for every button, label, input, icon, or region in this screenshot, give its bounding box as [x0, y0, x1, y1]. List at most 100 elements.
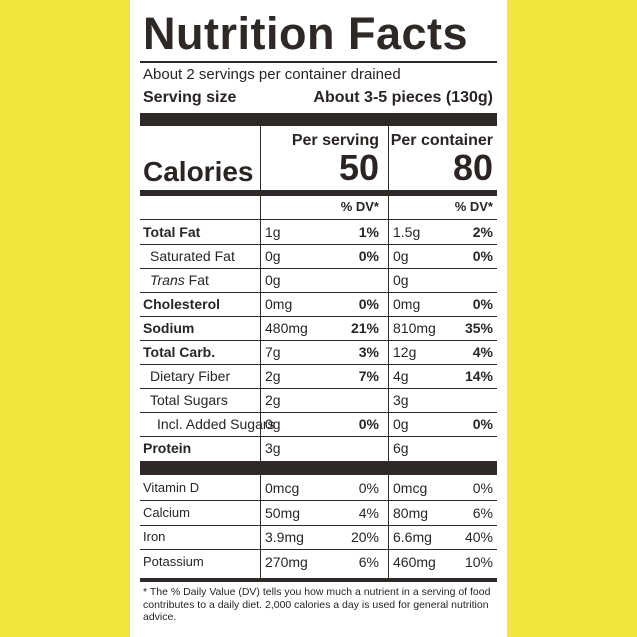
serving-size-thick-bar — [140, 113, 497, 126]
serving-amount: 0mcg — [265, 480, 300, 496]
container-dv: 0% — [472, 296, 493, 312]
row-divider — [140, 268, 497, 269]
row-divider — [140, 244, 497, 245]
vitamin-name: Calcium — [143, 504, 190, 520]
vitamin-row: Iron 3.9mg 20% 6.6mg 40% — [140, 526, 497, 550]
row-divider — [140, 412, 497, 413]
serving-dv: 6% — [358, 553, 379, 570]
container-dv: 14% — [464, 368, 493, 384]
serving-amount: 270mg — [265, 553, 308, 570]
serving-amount: 0g — [265, 248, 281, 264]
footnote-bar — [140, 578, 497, 582]
nutrient-name: Total Fat — [143, 224, 201, 240]
serving-dv: 3% — [358, 344, 379, 360]
calories-label: Calories — [143, 156, 254, 187]
serving-amount: 1g — [265, 224, 281, 240]
container-dv: 10% — [464, 553, 493, 570]
serving-dv: 20% — [350, 529, 379, 545]
container-amount: 0mg — [393, 296, 421, 312]
serving-amount: 2g — [265, 368, 281, 384]
servings-per-container: About 2 servings per container drained — [143, 66, 401, 83]
nutrient-name: Protein — [143, 440, 192, 456]
serving-dv: 0% — [358, 480, 379, 496]
row-divider — [140, 364, 497, 365]
row-divider — [140, 436, 497, 437]
serving-amount: 0mg — [265, 296, 293, 312]
nutrient-name: Incl. Added Sugars — [157, 416, 275, 432]
calories-bar — [140, 190, 497, 196]
dv-header-serving: % DV* — [340, 199, 379, 214]
nutrient-name: Dietary Fiber — [150, 368, 231, 384]
container-amount: 1.5g — [393, 224, 421, 240]
serving-dv: 0% — [358, 416, 379, 432]
serving-size-value: About 3-5 pieces (130g) — [313, 89, 493, 106]
container-amount: 3g — [393, 392, 409, 408]
vitamin-row: Calcium 50mg 4% 80mg 6% — [140, 502, 497, 526]
container-amount: 6.6mg — [393, 529, 432, 545]
container-amount: 80mg — [393, 504, 429, 521]
container-amount: 0g — [393, 248, 409, 264]
serving-dv: 21% — [350, 320, 379, 336]
container-amount: 4g — [393, 368, 409, 384]
nutrient-row: Cholesterol 0mg 0% 0mg 0% — [140, 293, 497, 317]
serving-dv: 4% — [358, 504, 379, 521]
row-divider — [140, 524, 497, 526]
vitamin-row: Vitamin D 0mcg 0% 0mcg 0% — [140, 477, 497, 501]
nutrient-row: Incl. Added Sugars 0g 0% 0g 0% — [140, 413, 497, 437]
container-dv: 0% — [472, 416, 493, 432]
container-dv: 2% — [472, 224, 493, 240]
container-amount: 6g — [393, 440, 409, 456]
nutrient-name: Cholesterol — [143, 296, 221, 312]
serving-dv: 7% — [358, 368, 379, 384]
serving-amount: 0g — [265, 272, 281, 288]
container-dv: 0% — [472, 248, 493, 264]
nutrient-row: Dietary Fiber 2g 7% 4g 14% — [140, 365, 497, 389]
serving-amount: 480mg — [265, 320, 308, 336]
vitamin-row: Potassium 270mg 6% 460mg 10% — [140, 551, 497, 575]
per-serving-header: Per serving — [291, 132, 379, 149]
serving-amount: 3.9mg — [265, 529, 304, 545]
row-divider — [140, 549, 497, 550]
calories-per-container: 80 — [452, 147, 493, 188]
row-divider — [140, 500, 497, 501]
vitamin-name: Vitamin D — [143, 480, 200, 495]
nutrient-name: Sodium — [143, 320, 195, 336]
nutrient-row: Trans Fat 0g 0g — [140, 269, 497, 293]
calories-per-serving: 50 — [338, 147, 379, 188]
column-divider-1 — [260, 126, 261, 469]
serving-amount: 0g — [265, 416, 281, 432]
row-divider — [140, 316, 497, 317]
serving-size-label: Serving size — [143, 89, 237, 106]
package-left-edge — [0, 0, 130, 637]
dv-header-container: % DV* — [454, 199, 493, 214]
serving-dv: 0% — [358, 296, 379, 312]
nutrient-row: Protein 3g 6g — [140, 437, 497, 461]
container-amount: 12g — [393, 344, 417, 360]
label-title: Nutrition Facts — [143, 8, 469, 59]
serving-dv: 1% — [358, 224, 379, 240]
row-divider — [140, 388, 497, 389]
column-divider-1-lower — [260, 475, 261, 579]
container-amount: 460mg — [393, 553, 436, 570]
dv-header-rule — [140, 219, 497, 220]
nutrient-name: Total Sugars — [150, 392, 228, 408]
container-dv: 4% — [472, 344, 493, 360]
container-amount: 0g — [393, 272, 409, 288]
row-divider — [140, 292, 497, 293]
container-amount: 0mcg — [393, 480, 428, 496]
nutrition-panel — [130, 0, 507, 637]
column-divider-2-lower — [388, 475, 389, 579]
title-rule — [140, 61, 497, 63]
nutrient-row: Total Carb. 7g 3% 12g 4% — [140, 341, 497, 365]
nutrient-name: Trans Fat — [150, 272, 209, 288]
container-amount: 0g — [393, 416, 409, 432]
nutrient-row: Sodium 480mg 21% 810mg 35% — [140, 317, 497, 341]
serving-amount: 3g — [265, 440, 281, 456]
serving-amount: 2g — [265, 392, 281, 408]
serving-dv: 0% — [358, 248, 379, 264]
nutrient-name: Total Carb. — [143, 344, 216, 360]
container-dv: 40% — [464, 529, 493, 545]
row-divider — [140, 340, 497, 341]
nutrition-facts-label: Nutrition Facts About 2 servings per con… — [140, 0, 497, 637]
nutrient-row: Total Sugars 2g 3g — [140, 389, 497, 413]
